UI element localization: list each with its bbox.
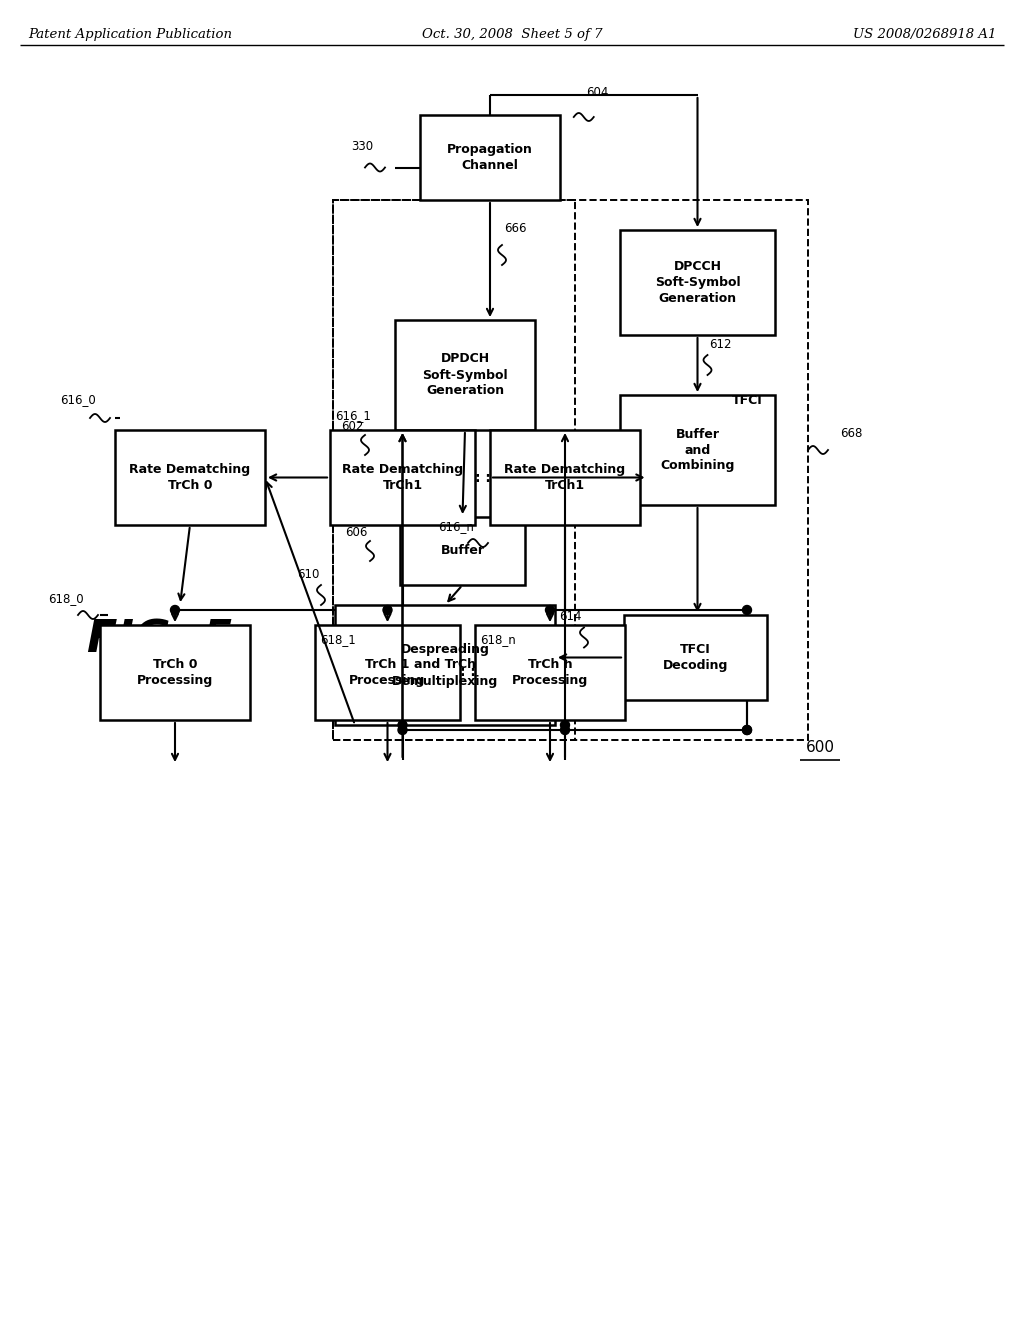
Text: Buffer: Buffer [440, 544, 484, 557]
Text: 606: 606 [346, 525, 368, 539]
Bar [400, 517, 525, 585]
Text: Patent Application Publication: Patent Application Publication [28, 28, 232, 41]
Text: Propagation
Channel: Propagation Channel [447, 143, 532, 172]
Text: Rate Dematching
TrCh1: Rate Dematching TrCh1 [342, 463, 463, 492]
Text: 618_0: 618_0 [48, 591, 84, 605]
Text: : :: : : [474, 470, 490, 484]
Text: TrCh 0
Processing: TrCh 0 Processing [137, 657, 213, 686]
Circle shape [742, 726, 752, 734]
Circle shape [560, 721, 569, 730]
Text: TFCI: TFCI [731, 393, 763, 407]
Bar [395, 319, 535, 430]
Text: DPDCH
Soft-Symbol
Generation: DPDCH Soft-Symbol Generation [422, 352, 508, 397]
Text: DPCCH
Soft-Symbol
Generation: DPCCH Soft-Symbol Generation [654, 260, 740, 305]
Circle shape [398, 726, 407, 734]
Bar [490, 430, 640, 525]
Text: 330: 330 [351, 140, 373, 153]
Text: 616_0: 616_0 [60, 393, 96, 407]
Text: 666: 666 [504, 222, 526, 235]
Text: FIG. 5: FIG. 5 [87, 619, 233, 661]
Text: Despreading
and TrCh
Demultiplexing: Despreading and TrCh Demultiplexing [392, 643, 498, 688]
Text: 602: 602 [341, 420, 362, 433]
Text: 610: 610 [297, 568, 319, 581]
Text: Rate Dematching
TrCh 0: Rate Dematching TrCh 0 [129, 463, 251, 492]
Text: US 2008/0268918 A1: US 2008/0268918 A1 [853, 28, 996, 41]
Text: 612: 612 [710, 338, 732, 351]
Text: 616_1: 616_1 [335, 409, 371, 422]
Text: 668: 668 [840, 426, 862, 440]
Bar [420, 115, 560, 201]
Bar [315, 624, 460, 719]
Text: 616_n: 616_n [438, 520, 474, 533]
Bar [330, 430, 475, 525]
Text: 604: 604 [586, 86, 608, 99]
Circle shape [383, 606, 392, 615]
Circle shape [546, 606, 555, 615]
Text: TFCI
Decoding: TFCI Decoding [663, 643, 728, 672]
Bar [333, 201, 575, 741]
Bar [115, 430, 265, 525]
Bar [335, 605, 555, 725]
Text: Buffer
and
Combining: Buffer and Combining [660, 428, 734, 473]
Circle shape [560, 726, 569, 734]
Text: Oct. 30, 2008  Sheet 5 of 7: Oct. 30, 2008 Sheet 5 of 7 [422, 28, 602, 41]
Text: 600: 600 [806, 741, 835, 755]
Bar [475, 624, 625, 719]
Bar [620, 230, 775, 335]
Bar [333, 201, 808, 741]
Bar [620, 395, 775, 506]
Text: 618_n: 618_n [480, 634, 516, 645]
Circle shape [398, 721, 407, 730]
Text: : :: : : [460, 665, 475, 680]
Circle shape [742, 726, 752, 734]
Bar [100, 624, 250, 719]
Text: TrCh 1
Processing: TrCh 1 Processing [349, 657, 426, 686]
Circle shape [742, 606, 752, 615]
Text: 614: 614 [559, 610, 582, 623]
Text: TrCh n
Processing: TrCh n Processing [512, 657, 588, 686]
Bar [624, 615, 767, 700]
Text: Rate Dematching
TrCh1: Rate Dematching TrCh1 [505, 463, 626, 492]
Text: 618_1: 618_1 [319, 634, 355, 645]
Circle shape [171, 606, 179, 615]
